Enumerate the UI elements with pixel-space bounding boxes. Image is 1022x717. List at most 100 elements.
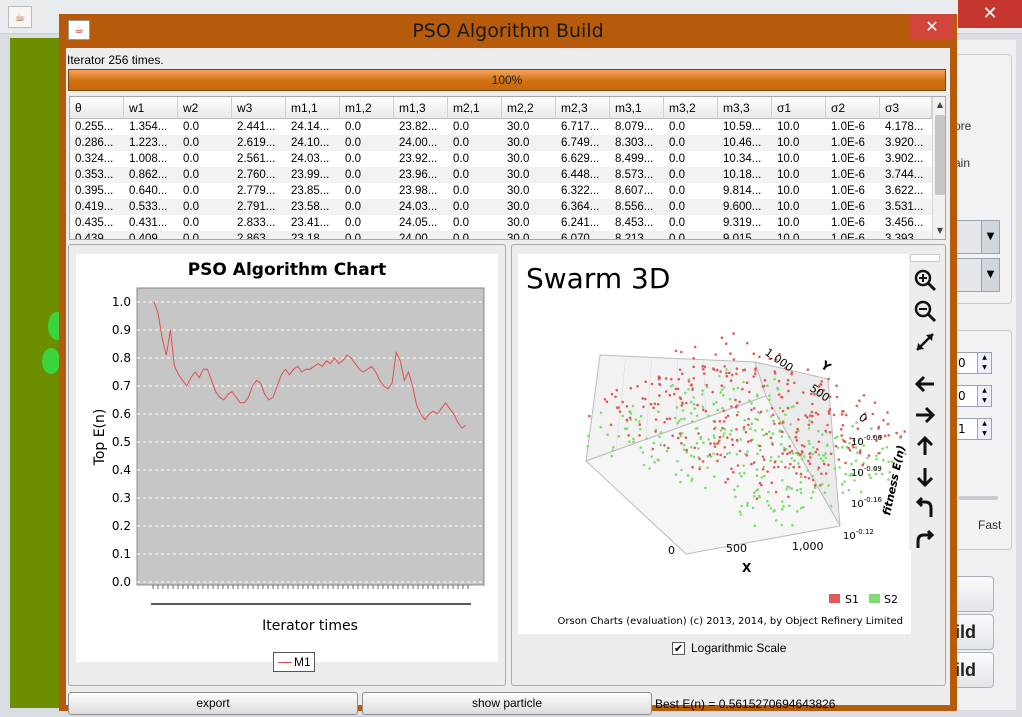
background-spinner[interactable]: 1 ▲ ▼: [954, 418, 992, 440]
point-s2: [793, 459, 796, 462]
column-header[interactable]: w1: [124, 97, 178, 119]
point-s2: [730, 429, 733, 432]
column-header[interactable]: w2: [178, 97, 232, 119]
table-row[interactable]: 0.439... 0.409... 0.0 2.863... 23.18... 0.0 24…: [70, 231, 932, 240]
x-tick-label: 1,000: [792, 540, 824, 553]
table-row[interactable]: 0.255... 1.354... 0.0 2.441... 24.14... 0.0 23…: [70, 119, 932, 135]
point-s1: [828, 430, 832, 434]
zoom-in-icon[interactable]: [911, 266, 939, 294]
point-s1: [795, 439, 799, 442]
point-s1: [689, 384, 693, 387]
point-s1: [770, 406, 774, 410]
point-s2: [819, 457, 823, 460]
column-header[interactable]: θ: [70, 97, 124, 119]
point-s1: [840, 427, 843, 431]
background-spinner[interactable]: 0 ▲ ▼: [954, 352, 992, 374]
column-header[interactable]: m3,2: [664, 97, 718, 119]
scrollbar-thumb[interactable]: [935, 115, 945, 195]
scroll-up-icon[interactable]: ▲: [936, 100, 944, 109]
arrow-left-icon[interactable]: [911, 370, 939, 398]
line-chart-panel: PSO Algorithm Chart 0.0 0.1 0.2 0.3 0.4 0.5 0.…: [68, 244, 506, 686]
column-header[interactable]: m3,3: [718, 97, 772, 119]
point-s2: [875, 454, 878, 458]
background-spinner[interactable]: 0 ▲ ▼: [954, 385, 992, 407]
arrow-right-icon[interactable]: [911, 401, 939, 429]
legend-swatch: [278, 662, 292, 663]
point-s1: [863, 412, 867, 415]
swarm-3d-area[interactable]: Swarm 3D 0 500 1,000 X 1,000 500 0: [518, 254, 912, 634]
background-close-button[interactable]: ✕: [958, 0, 1022, 28]
point-s2: [769, 507, 773, 510]
point-s1: [832, 413, 836, 417]
point-s2: [841, 491, 845, 495]
background-build-button[interactable]: ild: [950, 614, 994, 650]
table-cell: 24.10...: [291, 137, 330, 149]
background-combo[interactable]: ▼: [950, 220, 1000, 254]
point-s2: [723, 427, 727, 431]
column-header[interactable]: w3: [232, 97, 286, 119]
table-cell: 0.0: [669, 233, 685, 240]
rotate-left-icon[interactable]: [911, 494, 939, 522]
table-cell: 23.58...: [291, 201, 330, 213]
point-s1: [820, 380, 823, 383]
point-s1: [671, 434, 674, 438]
table-row[interactable]: 0.324... 1.008... 0.0 2.561... 24.03... 0.0 23…: [70, 151, 932, 167]
table-cell: 3.393...: [885, 233, 924, 240]
column-header[interactable]: m2,3: [556, 97, 610, 119]
table-row[interactable]: 0.435... 0.431... 0.0 2.833... 23.41... 0.0 24…: [70, 215, 932, 231]
point-s2: [677, 419, 681, 423]
table-row[interactable]: 0.353... 0.862... 0.0 2.760... 23.99... 0.0 23…: [70, 167, 932, 183]
point-s2: [685, 451, 688, 454]
table-cell: 0.0: [453, 169, 469, 181]
point-s1: [827, 377, 830, 381]
background-combo[interactable]: ▼: [950, 258, 1000, 292]
table-cell: 1.008...: [129, 153, 168, 165]
scroll-down-icon[interactable]: ▼: [936, 226, 944, 235]
zoom-out-icon[interactable]: [911, 297, 939, 325]
background-button[interactable]: [950, 576, 994, 612]
point-s1: [716, 459, 719, 463]
column-header[interactable]: σ2: [826, 97, 880, 119]
column-header[interactable]: m2,2: [502, 97, 556, 119]
point-s2: [797, 462, 800, 465]
point-s2: [824, 456, 828, 460]
fit-to-window-icon[interactable]: [911, 328, 939, 356]
column-header[interactable]: m2,1: [448, 97, 502, 119]
point-s2: [790, 405, 794, 409]
column-header[interactable]: σ1: [772, 97, 826, 119]
point-s1: [867, 454, 871, 457]
point-s1: [827, 463, 830, 467]
column-header[interactable]: m3,1: [610, 97, 664, 119]
column-header[interactable]: σ3: [880, 97, 932, 119]
point-s2: [726, 452, 729, 456]
column-header[interactable]: m1,2: [340, 97, 394, 119]
point-s1: [758, 355, 761, 359]
point-s1: [672, 392, 676, 396]
point-s2: [774, 519, 778, 522]
table-row[interactable]: 0.395... 0.640... 0.0 2.779... 23.85... 0.0 23…: [70, 183, 932, 199]
column-header[interactable]: m1,3: [394, 97, 448, 119]
table-scrollbar[interactable]: ▲ ▼: [932, 97, 945, 239]
dialog-titlebar[interactable]: ☕ PSO Algorithm Build ✕: [59, 14, 957, 48]
checkbox-check-icon[interactable]: ✔: [672, 642, 685, 655]
show-particle-button[interactable]: show particle: [362, 692, 652, 715]
point-s2: [611, 449, 615, 452]
export-button[interactable]: export: [68, 692, 358, 715]
close-icon[interactable]: ✕: [910, 14, 954, 40]
table-row[interactable]: 0.419... 0.533... 0.0 2.791... 23.58... 0.0 24…: [70, 199, 932, 215]
chevron-down-icon: ▼: [981, 221, 999, 253]
background-speed-slider[interactable]: [958, 496, 998, 500]
table-row[interactable]: 0.286... 1.223... 0.0 2.619... 24.10... 0.0 24…: [70, 135, 932, 151]
rotate-right-icon[interactable]: [911, 525, 939, 553]
point-s2: [762, 465, 766, 469]
table-cell: 0.0: [183, 185, 199, 197]
point-s1: [691, 465, 694, 469]
point-s2: [802, 506, 805, 509]
point-s2: [721, 435, 725, 438]
point-s1: [664, 377, 668, 380]
arrow-up-icon[interactable]: [911, 432, 939, 460]
point-s2: [888, 471, 892, 474]
column-header[interactable]: m1,1: [286, 97, 340, 119]
arrow-down-icon[interactable]: [911, 463, 939, 491]
spinner-arrows-icon: ▲ ▼: [977, 386, 991, 406]
